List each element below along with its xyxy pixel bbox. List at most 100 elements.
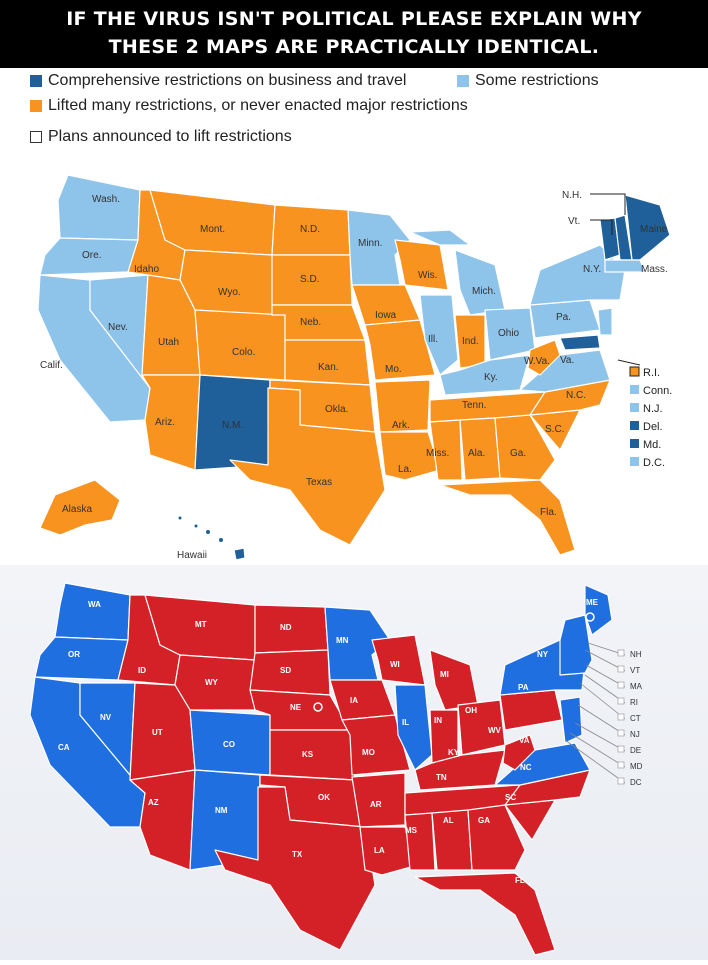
state-mn — [347, 209, 411, 286]
label2-mt: MT — [195, 620, 207, 629]
state-fl — [439, 479, 576, 556]
state2-pa — [499, 689, 563, 731]
state-ga — [494, 414, 556, 481]
label2-nm: NM — [215, 806, 228, 815]
label-nc: N.C. — [566, 390, 586, 401]
legend-label-lifted: Lifted many restrictions, or never enact… — [48, 97, 468, 114]
label2-nd: ND — [280, 623, 292, 632]
label2-wv: WV — [488, 726, 502, 735]
state2-mi — [429, 649, 479, 711]
label-wyo: Wyo. — [218, 287, 241, 298]
label-mont: Mont. — [200, 224, 225, 235]
label2-in: IN — [434, 716, 442, 725]
key2-nj: NJ — [630, 730, 640, 739]
state2-me — [584, 584, 613, 636]
label2-nv: NV — [100, 713, 112, 722]
label-wis: Wis. — [418, 270, 437, 281]
state2-la — [359, 826, 419, 876]
label2-ky: KY — [448, 748, 460, 757]
label-pa: Pa. — [556, 312, 571, 323]
state2-ga — [467, 804, 526, 871]
label-va: Va. — [560, 355, 574, 366]
label-ala: Ala. — [468, 448, 485, 459]
state-co — [194, 309, 286, 381]
label-idaho: Idaho — [134, 264, 159, 275]
legend-label-comprehensive: Comprehensive restrictions on business a… — [48, 72, 407, 89]
legend-label-plans: Plans announced to lift restrictions — [48, 128, 292, 145]
label-alaska: Alaska — [62, 504, 92, 515]
label-ky: Ky. — [484, 372, 498, 383]
legend-item-comprehensive: Comprehensive restrictions on business a… — [30, 72, 406, 90]
label-iowa: Iowa — [375, 310, 397, 321]
label-sc: S.C. — [545, 424, 564, 435]
map-legend: Comprehensive restrictions on business a… — [0, 68, 708, 160]
state-or — [39, 237, 139, 276]
label2-oh: OH — [465, 706, 477, 715]
key2-ct: CT — [630, 714, 641, 723]
label-utah: Utah — [158, 337, 179, 348]
label-wva: W.Va. — [524, 356, 550, 367]
label2-id: ID — [138, 666, 146, 675]
label2-sc: SC — [505, 793, 516, 802]
restrictions-map: Wash. Ore. Calif. Idaho Nev. Mont. Wyo. … — [0, 160, 708, 565]
state-il — [419, 294, 459, 376]
label-hawaii: Hawaii — [177, 550, 207, 561]
state2-ia — [329, 679, 396, 721]
key-del: Del. — [643, 421, 663, 433]
label2-wi: WI — [390, 660, 400, 669]
label2-nc: NC — [520, 763, 532, 772]
dark-blue-swatch — [30, 75, 42, 87]
label2-ut: UT — [152, 728, 163, 737]
header-line-2: THESE 2 MAPS ARE PRACTICALLY IDENTICAL. — [108, 36, 600, 58]
state2-wy — [174, 654, 256, 711]
state2-ms — [404, 812, 436, 871]
key-conn: Conn. — [643, 385, 672, 397]
label-minn: Minn. — [358, 238, 382, 249]
state-wy — [179, 249, 273, 316]
state-ar — [374, 379, 431, 433]
legend-item-lifted: Lifted many restrictions, or never enact… — [30, 97, 468, 115]
label-mich: Mich. — [472, 286, 496, 297]
key-dc: D.C. — [643, 457, 665, 469]
label-wash: Wash. — [92, 194, 120, 205]
key-nj: N.J. — [643, 403, 663, 415]
label2-wa: WA — [88, 600, 101, 609]
label2-ok: OK — [318, 793, 330, 802]
state2-wi — [371, 634, 426, 686]
label2-va: VA — [519, 736, 530, 745]
label-ark: Ark. — [392, 420, 410, 431]
state2-mo — [341, 714, 411, 776]
header-line-1: IF THE VIRUS ISN'T POLITICAL PLEASE EXPL… — [66, 8, 642, 30]
label2-ks: KS — [302, 750, 314, 759]
key2-ma: MA — [630, 682, 643, 691]
legend-item-plans: Plans announced to lift restrictions — [30, 128, 292, 146]
label2-az: AZ — [148, 798, 159, 807]
key2-dc: DC — [630, 778, 642, 787]
state2-or — [34, 636, 129, 681]
label-ariz: Ariz. — [155, 417, 175, 428]
label2-co: CO — [223, 740, 235, 749]
label2-ga: GA — [478, 816, 490, 825]
label-nev: Nev. — [108, 322, 128, 333]
label-ga: Ga. — [510, 448, 526, 459]
light-blue-swatch — [457, 75, 469, 87]
key-md: Md. — [643, 439, 661, 451]
label2-tx: TX — [292, 850, 303, 859]
label2-pa: PA — [518, 683, 529, 692]
label2-tn: TN — [436, 773, 447, 782]
state-nj — [597, 307, 613, 336]
label-sd: S.D. — [300, 274, 319, 285]
label2-ar: AR — [370, 800, 382, 809]
state-mi — [454, 249, 506, 316]
key2-de: DE — [630, 746, 641, 755]
state-la — [379, 431, 441, 481]
state-md — [559, 334, 601, 351]
key2-nh: NH — [630, 650, 642, 659]
state-hawaii — [233, 547, 246, 561]
state-tx — [229, 387, 386, 546]
label2-ne: NE — [290, 703, 302, 712]
label2-mn: MN — [336, 636, 349, 645]
label-kan: Kan. — [318, 362, 339, 373]
label2-mi: MI — [440, 670, 449, 679]
legend-label-some: Some restrictions — [475, 72, 599, 89]
